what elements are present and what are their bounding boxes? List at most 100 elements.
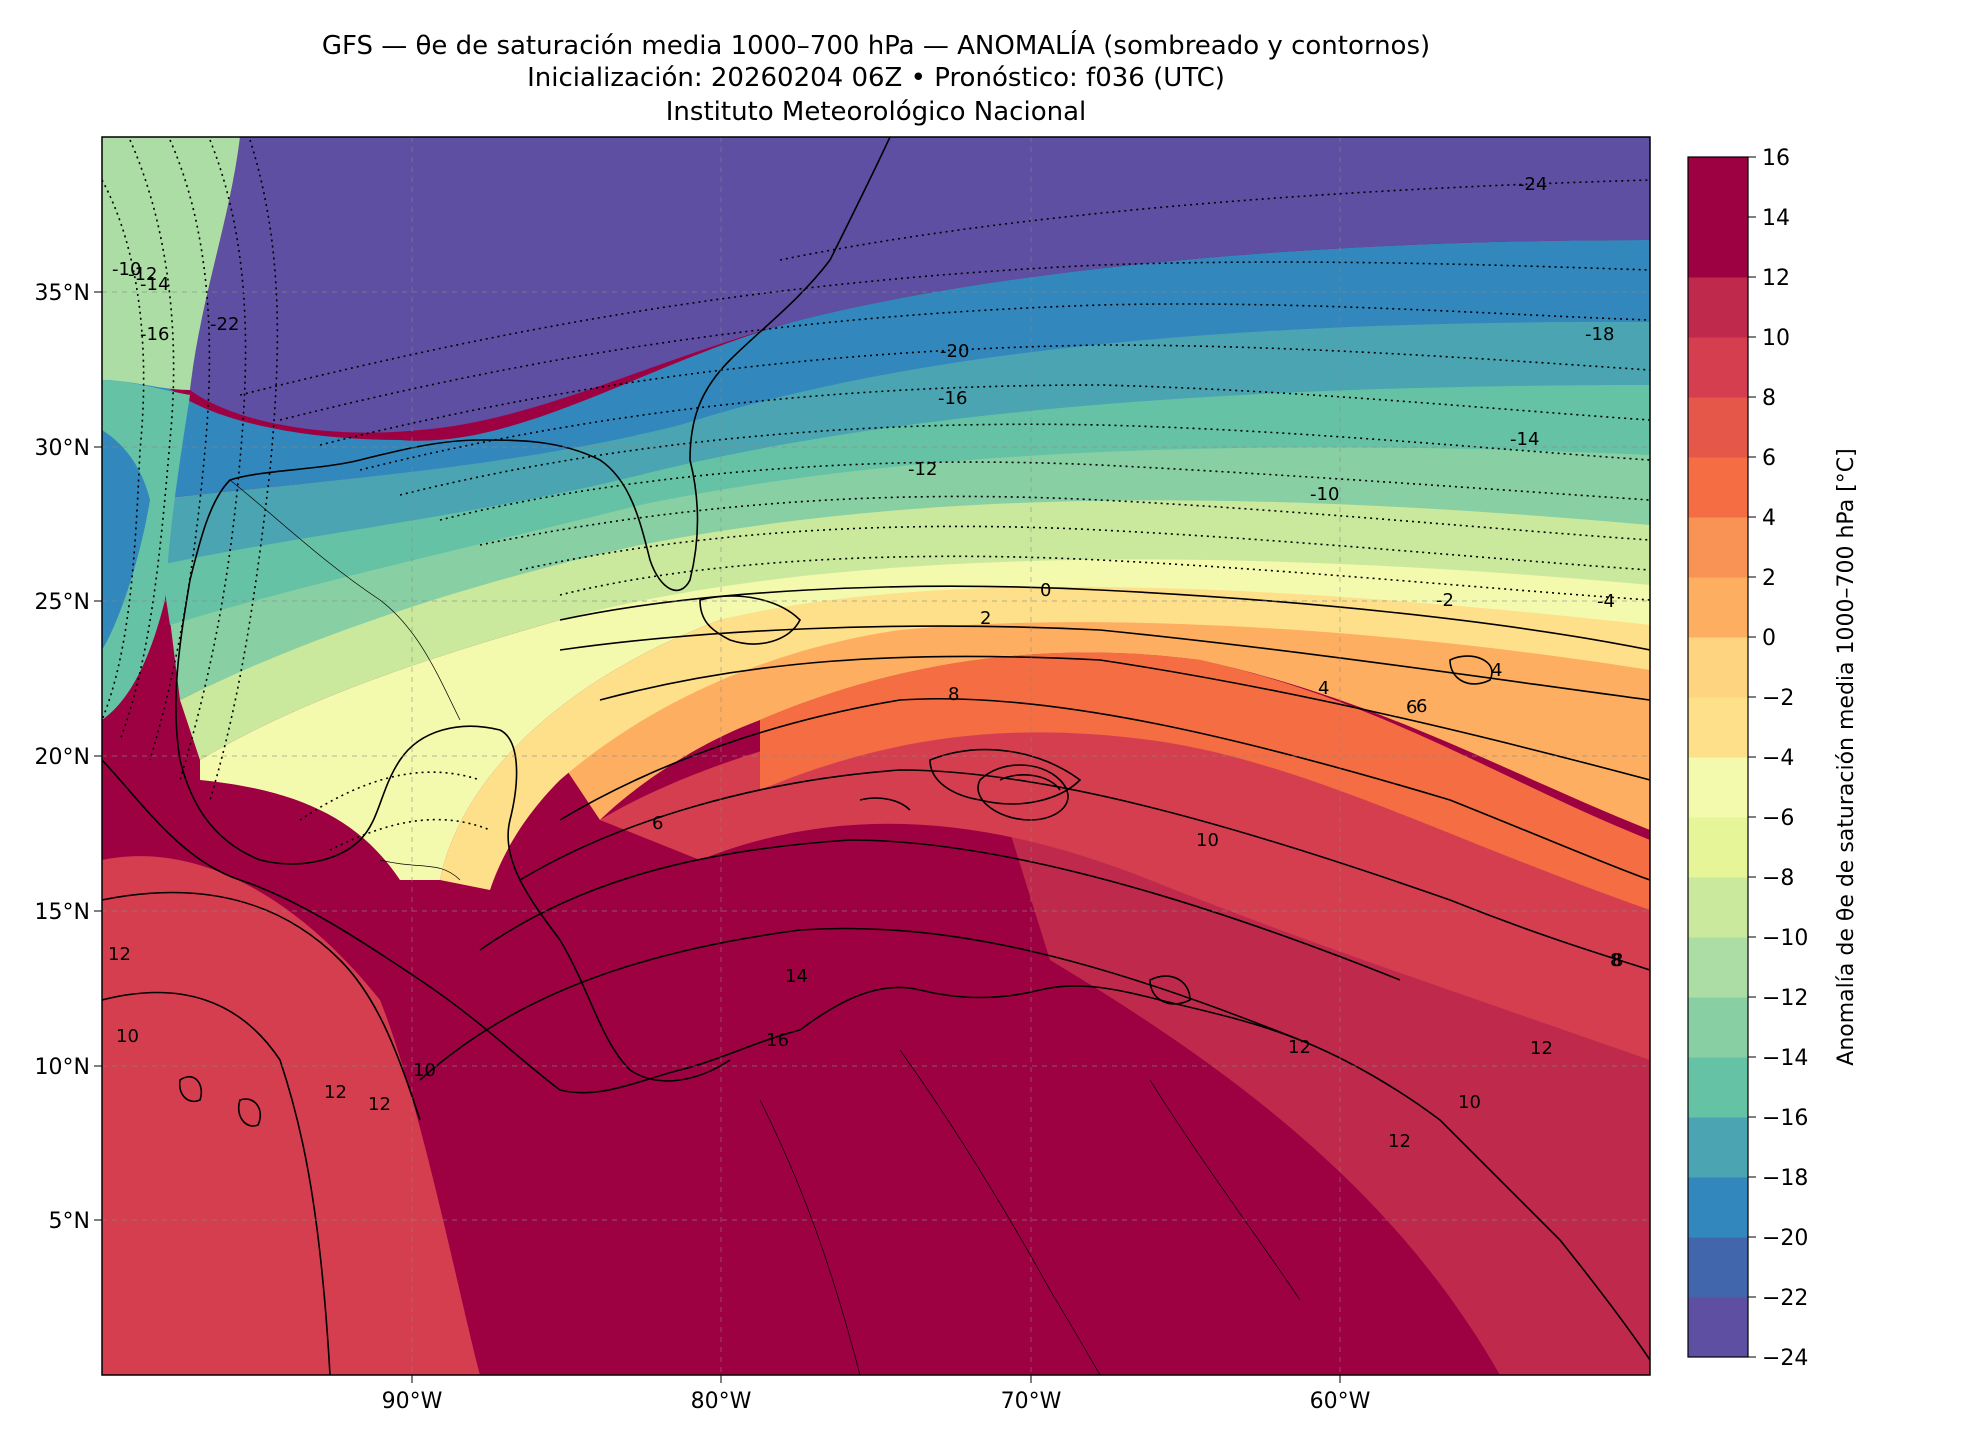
y-tick-label: 5°N [49, 1209, 90, 1234]
contour-label: -18 [1585, 324, 1614, 345]
colorbar-swatch [1688, 1057, 1748, 1118]
contour-label: 12 [368, 1094, 391, 1115]
contour-label: 10 [116, 1026, 139, 1047]
colorbar-tick-label: 16 [1762, 146, 1790, 171]
band-10 [600, 700, 1650, 1060]
contour-label: 8 [1610, 950, 1621, 971]
title-line-1: GFS — θe de saturación media 1000–700 hP… [322, 29, 1430, 61]
colorbar-swatch [1688, 1177, 1748, 1238]
colorbar-tick-label: −8 [1762, 866, 1794, 891]
y-tick-label: 20°N [35, 745, 90, 770]
x-tick-label: 70°W [1001, 1389, 1062, 1414]
y-tick-label: 10°N [35, 1055, 90, 1080]
colorbar-label: Anomalía de θe de saturación media 1000–… [1834, 448, 1859, 1065]
band-neg-20 [102, 240, 1650, 500]
contour-label: 2 [980, 608, 991, 629]
contour-label: 12 [324, 1082, 347, 1103]
colorbar: 16 14 12 10 8 6 4 2 0 −2 −4 −6 −8 −10 −12 −14 −16 −18 −20 −… [1687, 146, 1859, 1371]
colorbar-tick-label: 12 [1762, 266, 1790, 291]
colorbar-swatch [1688, 1237, 1748, 1298]
band-neg-18 [150, 320, 1650, 565]
contour-label: 12 [1530, 1038, 1553, 1059]
contour-label: 6 [652, 813, 663, 834]
band-west-green [102, 137, 240, 390]
y-tick-label: 15°N [35, 900, 90, 925]
contour-label: -14 [1510, 429, 1539, 450]
contour-label: -10 [112, 259, 141, 280]
colorbar-ticks: 16 14 12 10 8 6 4 2 0 −2 −4 −6 −8 −10 −12 −14 −16 −18 −20 −… [1748, 146, 1808, 1371]
y-tick-label: 30°N [35, 436, 90, 461]
x-tick-label: 80°W [691, 1389, 752, 1414]
colorbar-swatch [1688, 337, 1748, 398]
colorbar-swatch [1688, 517, 1748, 578]
colorbar-tick-label: 14 [1762, 206, 1790, 231]
contour-label: -12 [908, 459, 937, 480]
colorbar-tick-label: −20 [1762, 1226, 1808, 1251]
map-panel: -24 -20 -16 -12 -10 -14 -18 -22 -16 -14 … [102, 137, 1650, 1375]
country-borders [229, 479, 1301, 1375]
colorbar-swatch [1688, 457, 1748, 518]
band-8 [760, 652, 1650, 910]
band-positive-12-east [1000, 800, 1650, 1375]
band-west-steep [102, 430, 150, 650]
contour-label: 4 [1318, 678, 1329, 699]
colorbar-swatch [1688, 217, 1748, 278]
contour-label: 14 [785, 966, 808, 987]
contour-label: -4 [1597, 591, 1615, 612]
contour-label: 4 [1491, 660, 1502, 681]
band-neg-4 [200, 554, 1650, 880]
coastlines [102, 137, 1650, 1361]
contour-label: 10 [1196, 830, 1219, 851]
colorbar-swatch [1688, 937, 1748, 998]
contour-label: -10 [1310, 484, 1339, 505]
gridlines [102, 137, 1650, 1375]
contour-label: 12 [1388, 1131, 1411, 1152]
x-tick-label: 60°W [1310, 1389, 1371, 1414]
colorbar-swatch [1688, 817, 1748, 878]
title-line-3: Instituto Meteorológico Nacional [666, 97, 1086, 127]
colorbar-swatch [1688, 877, 1748, 938]
contour-label: -20 [940, 341, 969, 362]
x-axis: 90°W 80°W 70°W 60°W [382, 1375, 1371, 1414]
y-tick-label: 35°N [35, 281, 90, 306]
band-neg-12 [170, 442, 1650, 700]
contour-label: -22 [210, 314, 239, 335]
colorbar-tick-label: −12 [1762, 986, 1808, 1011]
contour-label: -24 [1518, 174, 1547, 195]
colorbar-tick-label: 6 [1762, 446, 1776, 471]
band-neg-24 [190, 137, 1650, 433]
colorbar-swatch [1688, 757, 1748, 818]
contour-label: 8 [948, 684, 959, 705]
contour-label: 12 [108, 944, 131, 965]
colorbar-swatch [1688, 277, 1748, 338]
contour-label: 10 [413, 1060, 436, 1081]
colorbar-swatch [1688, 637, 1748, 698]
contour-label: 6 [1406, 697, 1417, 718]
band-neg-8 [180, 495, 1650, 760]
contour-label: -14 [140, 274, 169, 295]
colorbar-tick-label: −6 [1762, 806, 1794, 831]
contour-label: 12 [1288, 1037, 1311, 1058]
y-tick-label: 25°N [35, 590, 90, 615]
colorbar-swatches [1688, 157, 1748, 1358]
colorbar-tick-label: −10 [1762, 926, 1808, 951]
colorbar-tick-label: −22 [1762, 1286, 1808, 1311]
colorbar-tick-label: −4 [1762, 746, 1794, 771]
contour-label: 16 [766, 1030, 789, 1051]
colorbar-swatch [1688, 577, 1748, 638]
band-4 [560, 612, 1650, 830]
colorbar-swatch [1688, 697, 1748, 758]
contour-label: 6 [1416, 696, 1427, 717]
x-tick-label: 90°W [382, 1389, 443, 1414]
colorbar-tick-label: −18 [1762, 1166, 1808, 1191]
colorbar-swatch [1688, 997, 1748, 1058]
colorbar-tick-label: −24 [1762, 1346, 1808, 1371]
band-0 [440, 582, 1650, 890]
colorbar-tick-label: 4 [1762, 506, 1776, 531]
colorbar-tick-label: 2 [1762, 566, 1776, 591]
contour-label: 10 [1458, 1092, 1481, 1113]
colorbar-tick-label: 0 [1762, 626, 1776, 651]
contours-positive [102, 585, 1650, 1375]
colorbar-swatch [1688, 157, 1748, 218]
